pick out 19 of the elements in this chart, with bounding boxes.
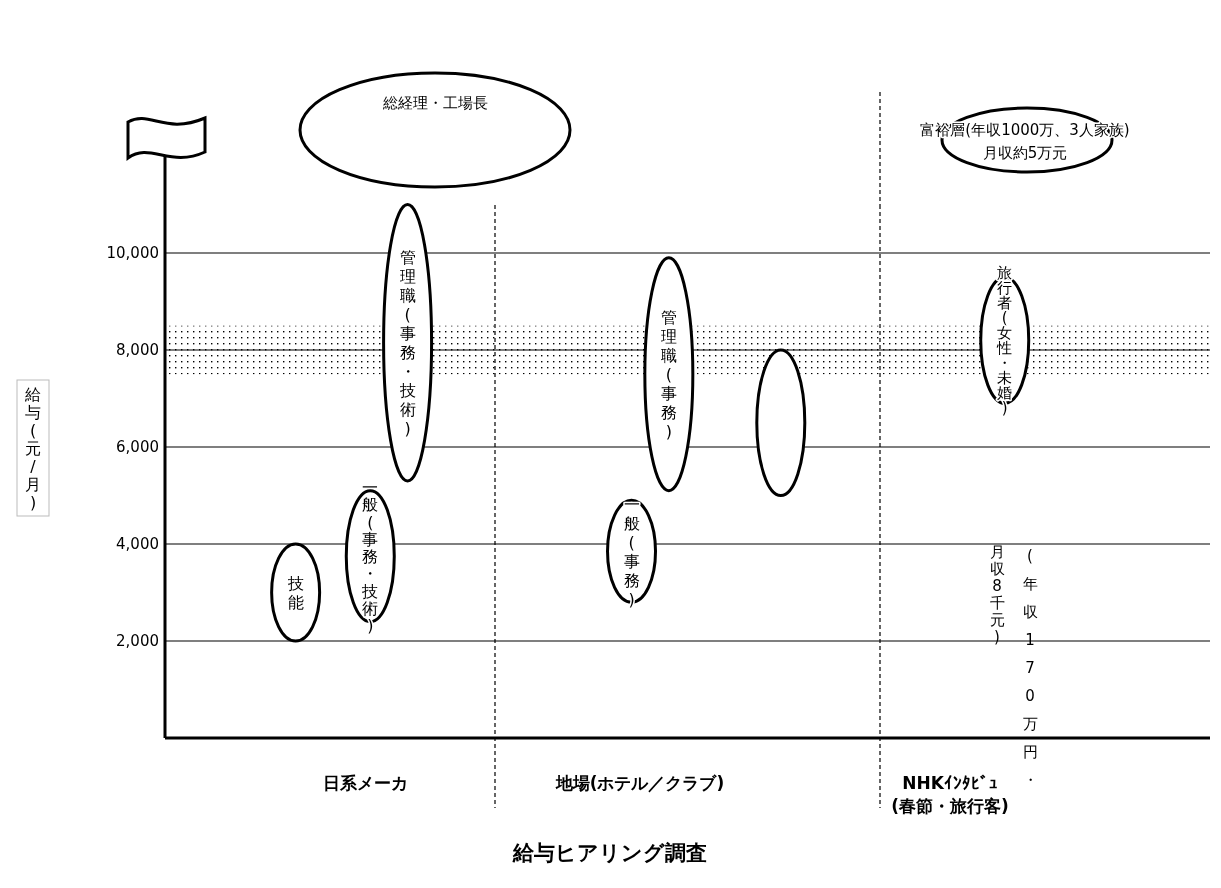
y-tick-label: 6,000 (116, 438, 159, 456)
y-tick-label: 8,000 (116, 341, 159, 359)
y-tick-label: 2,000 (116, 632, 159, 650)
text: 総経理・工場長 (381, 94, 488, 112)
y-tick-label: 4,000 (116, 535, 159, 553)
y-tick-label: 10,000 (106, 244, 159, 262)
data-label: 管理職(事務) (660, 307, 677, 441)
text: NHKｲﾝﾀﾋﾞｭ (902, 773, 998, 793)
annotation: 月収約5万元 (982, 144, 1068, 162)
text: 一般(事務・技術) (362, 477, 379, 635)
text: (年収170万円・ (1022, 547, 1038, 789)
y-axis-title: 給与(元/月) (24, 384, 41, 512)
text: (春節・旅行客) (891, 796, 1009, 816)
text: 日系メーカ (322, 773, 408, 793)
annotation: 月収8千元) (989, 543, 1005, 646)
text: 地場(ホテル／クラブ) (554, 773, 725, 793)
text: 管理職(事務・技術) (399, 247, 416, 438)
x-axis-title: 給与ヒアリング調査 (512, 841, 707, 865)
data-label: 技能 (286, 573, 304, 612)
